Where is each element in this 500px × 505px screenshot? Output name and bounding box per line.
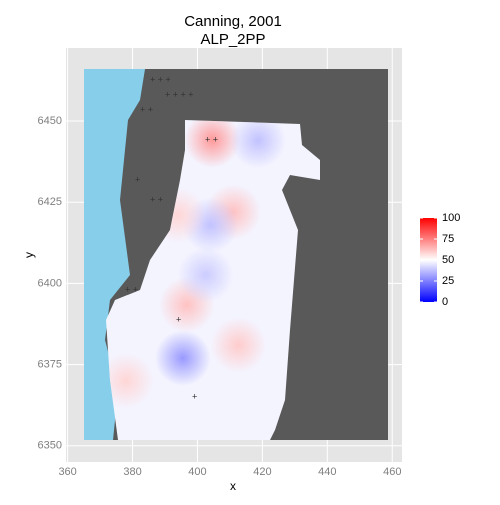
svg-text:+ + + +: + + + +: [165, 89, 194, 99]
heat-spot: [177, 246, 234, 303]
y-tick-label: 6400: [38, 277, 62, 289]
heat-spot: [106, 352, 155, 409]
x-tick-label: 440: [318, 466, 336, 478]
heat-spot: [230, 120, 287, 169]
heat-spot: [184, 120, 241, 168]
legend-label: 100: [442, 212, 460, 224]
y-tick-label: 6350: [38, 440, 62, 452]
chart-title: Canning, 2001: [184, 13, 282, 30]
heat-spot: [154, 330, 211, 387]
svg-text:+: +: [176, 314, 181, 324]
svg-text:+: +: [135, 174, 140, 184]
chart-subtitle: ALP_2PP: [200, 31, 265, 48]
heat-spot: [210, 317, 267, 374]
colorbar: [420, 218, 437, 302]
svg-text:+ +: + +: [140, 104, 153, 114]
y-tick-label: 6450: [38, 115, 62, 127]
x-tick-label: 420: [253, 466, 271, 478]
svg-text:+: +: [192, 391, 197, 401]
y-tick-label: 6425: [38, 196, 62, 208]
x-axis-label: x: [230, 479, 236, 493]
x-tick-label: 400: [188, 466, 206, 478]
legend-label: 75: [442, 233, 454, 245]
sea: [84, 69, 145, 440]
legend-label: 0: [442, 296, 448, 308]
y-axis-label: y: [22, 252, 36, 258]
svg-text:+ +: + +: [150, 194, 163, 204]
legend-label: 25: [442, 275, 454, 287]
x-tick-label: 460: [383, 466, 401, 478]
x-tick-label: 360: [58, 466, 76, 478]
svg-text:+ +: + +: [205, 134, 218, 144]
svg-text:+ + +: + + +: [150, 74, 171, 84]
booth-marks: + + + + + + + + + + + + + + + + + +: [125, 74, 218, 401]
legend-label: 50: [442, 254, 454, 266]
svg-text:+ +: + +: [125, 284, 138, 294]
y-tick-label: 6375: [38, 358, 62, 370]
x-tick-label: 380: [123, 466, 141, 478]
